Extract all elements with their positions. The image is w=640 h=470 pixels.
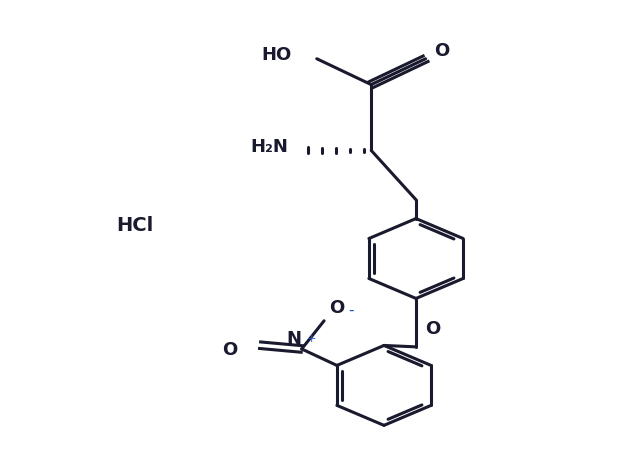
Text: O: O — [329, 299, 344, 317]
Text: O: O — [223, 341, 237, 359]
Text: O: O — [434, 42, 449, 60]
Text: HCl: HCl — [116, 216, 153, 235]
Text: -: - — [348, 303, 354, 318]
Text: N: N — [287, 330, 301, 348]
Text: H₂N: H₂N — [250, 138, 288, 156]
Text: +: + — [307, 334, 316, 344]
Text: O: O — [426, 320, 441, 338]
Text: HO: HO — [261, 47, 291, 64]
